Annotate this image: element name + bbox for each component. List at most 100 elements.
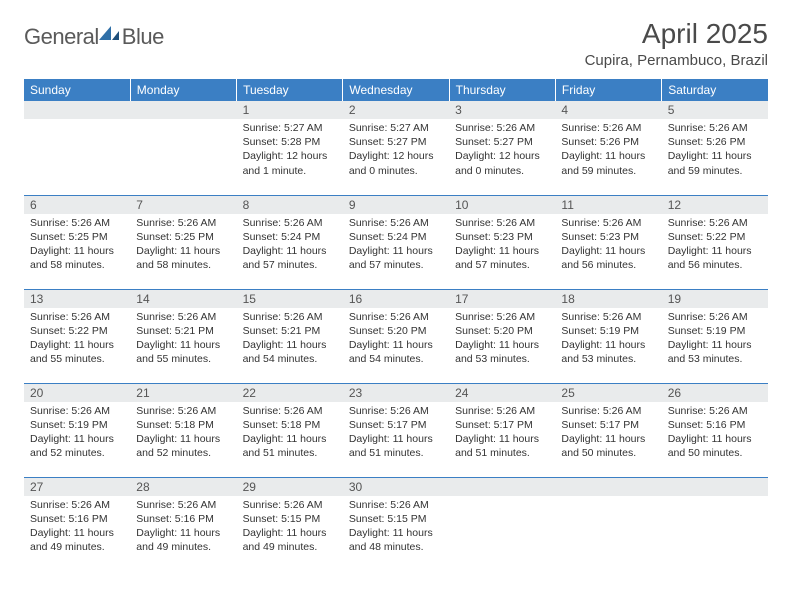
weekday-header: Saturday	[662, 79, 768, 101]
day-number: 19	[662, 290, 768, 308]
day-number: 3	[449, 101, 555, 119]
weekday-header: Wednesday	[343, 79, 449, 101]
calendar-cell: 18Sunrise: 5:26 AMSunset: 5:19 PMDayligh…	[555, 289, 661, 383]
day-number: 24	[449, 384, 555, 402]
day-details: Sunrise: 5:26 AMSunset: 5:17 PMDaylight:…	[343, 402, 449, 465]
calendar-cell	[555, 477, 661, 571]
day-number: 23	[343, 384, 449, 402]
calendar-cell: 7Sunrise: 5:26 AMSunset: 5:25 PMDaylight…	[130, 195, 236, 289]
day-details: Sunrise: 5:26 AMSunset: 5:20 PMDaylight:…	[449, 308, 555, 371]
calendar-cell: 15Sunrise: 5:26 AMSunset: 5:21 PMDayligh…	[237, 289, 343, 383]
day-details: Sunrise: 5:26 AMSunset: 5:22 PMDaylight:…	[24, 308, 130, 371]
day-details: Sunrise: 5:26 AMSunset: 5:24 PMDaylight:…	[237, 214, 343, 277]
day-details: Sunrise: 5:26 AMSunset: 5:17 PMDaylight:…	[555, 402, 661, 465]
day-details: Sunrise: 5:26 AMSunset: 5:19 PMDaylight:…	[24, 402, 130, 465]
day-number: 9	[343, 196, 449, 214]
day-details: Sunrise: 5:26 AMSunset: 5:21 PMDaylight:…	[130, 308, 236, 371]
calendar-week-row: 6Sunrise: 5:26 AMSunset: 5:25 PMDaylight…	[24, 195, 768, 289]
calendar-cell: 24Sunrise: 5:26 AMSunset: 5:17 PMDayligh…	[449, 383, 555, 477]
weekday-header: Tuesday	[237, 79, 343, 101]
day-details: Sunrise: 5:26 AMSunset: 5:15 PMDaylight:…	[237, 496, 343, 559]
day-number: 15	[237, 290, 343, 308]
weekday-header: Sunday	[24, 79, 130, 101]
calendar-cell: 19Sunrise: 5:26 AMSunset: 5:19 PMDayligh…	[662, 289, 768, 383]
day-body-empty	[24, 119, 130, 179]
logo-sail-icon	[99, 26, 119, 40]
calendar-table: Sunday Monday Tuesday Wednesday Thursday…	[24, 79, 768, 571]
day-body-empty	[449, 496, 555, 556]
day-details: Sunrise: 5:26 AMSunset: 5:22 PMDaylight:…	[662, 214, 768, 277]
day-number-empty	[555, 478, 661, 496]
calendar-cell	[130, 101, 236, 195]
day-details: Sunrise: 5:26 AMSunset: 5:23 PMDaylight:…	[449, 214, 555, 277]
title-block: April 2025 Cupira, Pernambuco, Brazil	[585, 18, 768, 69]
calendar-cell: 2Sunrise: 5:27 AMSunset: 5:27 PMDaylight…	[343, 101, 449, 195]
weekday-header: Friday	[555, 79, 661, 101]
day-number: 18	[555, 290, 661, 308]
day-body-empty	[130, 119, 236, 179]
weekday-header: Thursday	[449, 79, 555, 101]
day-number: 11	[555, 196, 661, 214]
calendar-cell: 21Sunrise: 5:26 AMSunset: 5:18 PMDayligh…	[130, 383, 236, 477]
day-number: 8	[237, 196, 343, 214]
calendar-cell: 13Sunrise: 5:26 AMSunset: 5:22 PMDayligh…	[24, 289, 130, 383]
day-number: 14	[130, 290, 236, 308]
day-details: Sunrise: 5:26 AMSunset: 5:16 PMDaylight:…	[662, 402, 768, 465]
day-number-empty	[449, 478, 555, 496]
day-number: 2	[343, 101, 449, 119]
calendar-cell: 23Sunrise: 5:26 AMSunset: 5:17 PMDayligh…	[343, 383, 449, 477]
calendar-week-row: 27Sunrise: 5:26 AMSunset: 5:16 PMDayligh…	[24, 477, 768, 571]
day-number: 16	[343, 290, 449, 308]
day-number: 28	[130, 478, 236, 496]
month-title: April 2025	[585, 18, 768, 50]
calendar-cell: 10Sunrise: 5:26 AMSunset: 5:23 PMDayligh…	[449, 195, 555, 289]
calendar-cell: 28Sunrise: 5:26 AMSunset: 5:16 PMDayligh…	[130, 477, 236, 571]
day-details: Sunrise: 5:26 AMSunset: 5:25 PMDaylight:…	[24, 214, 130, 277]
weekday-header: Monday	[130, 79, 236, 101]
day-number: 1	[237, 101, 343, 119]
day-details: Sunrise: 5:26 AMSunset: 5:16 PMDaylight:…	[24, 496, 130, 559]
day-number: 30	[343, 478, 449, 496]
day-details: Sunrise: 5:26 AMSunset: 5:26 PMDaylight:…	[662, 119, 768, 182]
day-details: Sunrise: 5:26 AMSunset: 5:18 PMDaylight:…	[130, 402, 236, 465]
day-details: Sunrise: 5:26 AMSunset: 5:24 PMDaylight:…	[343, 214, 449, 277]
day-number: 13	[24, 290, 130, 308]
calendar-cell: 1Sunrise: 5:27 AMSunset: 5:28 PMDaylight…	[237, 101, 343, 195]
day-details: Sunrise: 5:26 AMSunset: 5:15 PMDaylight:…	[343, 496, 449, 559]
calendar-week-row: 13Sunrise: 5:26 AMSunset: 5:22 PMDayligh…	[24, 289, 768, 383]
calendar-cell: 30Sunrise: 5:26 AMSunset: 5:15 PMDayligh…	[343, 477, 449, 571]
day-number: 20	[24, 384, 130, 402]
day-number: 5	[662, 101, 768, 119]
day-details: Sunrise: 5:26 AMSunset: 5:23 PMDaylight:…	[555, 214, 661, 277]
calendar-cell: 12Sunrise: 5:26 AMSunset: 5:22 PMDayligh…	[662, 195, 768, 289]
calendar-cell: 16Sunrise: 5:26 AMSunset: 5:20 PMDayligh…	[343, 289, 449, 383]
day-number: 17	[449, 290, 555, 308]
header: General Blue April 2025 Cupira, Pernambu…	[24, 18, 768, 69]
calendar-cell: 14Sunrise: 5:26 AMSunset: 5:21 PMDayligh…	[130, 289, 236, 383]
calendar-cell: 20Sunrise: 5:26 AMSunset: 5:19 PMDayligh…	[24, 383, 130, 477]
day-number-empty	[130, 101, 236, 119]
calendar-cell: 5Sunrise: 5:26 AMSunset: 5:26 PMDaylight…	[662, 101, 768, 195]
calendar-cell: 9Sunrise: 5:26 AMSunset: 5:24 PMDaylight…	[343, 195, 449, 289]
day-number: 27	[24, 478, 130, 496]
day-details: Sunrise: 5:26 AMSunset: 5:16 PMDaylight:…	[130, 496, 236, 559]
day-details: Sunrise: 5:26 AMSunset: 5:18 PMDaylight:…	[237, 402, 343, 465]
day-number: 6	[24, 196, 130, 214]
day-number: 7	[130, 196, 236, 214]
calendar-cell	[24, 101, 130, 195]
day-details: Sunrise: 5:26 AMSunset: 5:26 PMDaylight:…	[555, 119, 661, 182]
day-number: 10	[449, 196, 555, 214]
day-number: 21	[130, 384, 236, 402]
day-details: Sunrise: 5:27 AMSunset: 5:27 PMDaylight:…	[343, 119, 449, 182]
day-number: 29	[237, 478, 343, 496]
calendar-cell: 6Sunrise: 5:26 AMSunset: 5:25 PMDaylight…	[24, 195, 130, 289]
day-details: Sunrise: 5:26 AMSunset: 5:25 PMDaylight:…	[130, 214, 236, 277]
day-details: Sunrise: 5:26 AMSunset: 5:19 PMDaylight:…	[555, 308, 661, 371]
calendar-cell: 8Sunrise: 5:26 AMSunset: 5:24 PMDaylight…	[237, 195, 343, 289]
logo-text-general: General	[24, 24, 99, 50]
day-number: 25	[555, 384, 661, 402]
day-number-empty	[24, 101, 130, 119]
day-details: Sunrise: 5:26 AMSunset: 5:19 PMDaylight:…	[662, 308, 768, 371]
calendar-cell: 25Sunrise: 5:26 AMSunset: 5:17 PMDayligh…	[555, 383, 661, 477]
location: Cupira, Pernambuco, Brazil	[585, 52, 768, 69]
